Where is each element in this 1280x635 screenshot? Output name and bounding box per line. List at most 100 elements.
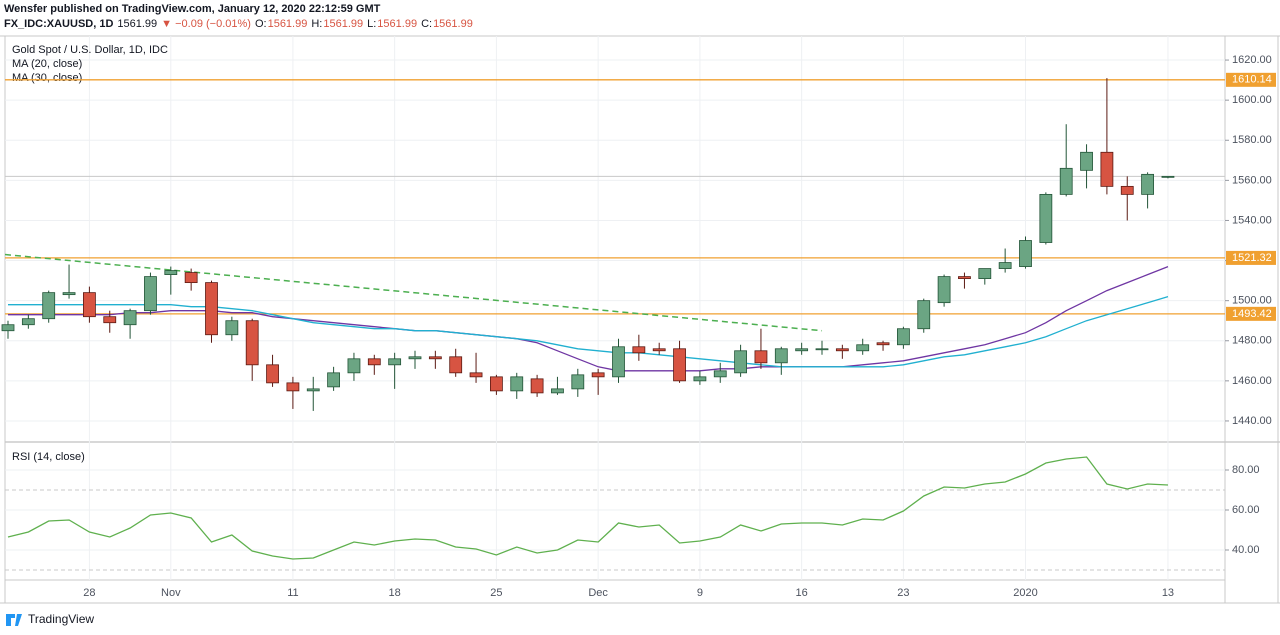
candle-body xyxy=(713,370,727,378)
y-tick-label: 1460.00 xyxy=(1232,375,1272,387)
candle-body xyxy=(103,316,117,324)
y-tick-label: 1440.00 xyxy=(1232,415,1272,427)
ohlc-value: 1561.99 xyxy=(433,18,473,30)
x-tick-label: 18 xyxy=(389,587,401,599)
level-label: 1610.14 xyxy=(1232,74,1272,86)
candle-body xyxy=(205,282,218,336)
candle-body xyxy=(754,350,768,364)
candle-body xyxy=(21,318,35,326)
candle-body xyxy=(693,376,707,382)
x-tick-label: 16 xyxy=(796,587,808,599)
x-tick-label: 23 xyxy=(897,587,909,599)
candle-body xyxy=(856,344,870,352)
x-tick-label: Nov xyxy=(161,587,181,599)
candle-body xyxy=(42,292,56,320)
candle-body xyxy=(876,342,890,346)
series-line xyxy=(7,456,1169,560)
candle-body xyxy=(489,376,503,392)
level-label-bg xyxy=(1226,306,1276,321)
candle-body xyxy=(897,328,910,346)
y-tick-label: 1560.00 xyxy=(1232,174,1272,186)
y-tick-label: 1580.00 xyxy=(1232,134,1272,146)
ohlc: O:1561.99 H:1561.99 L:1561.99 C:1561.99 xyxy=(255,18,477,30)
y-tick-label: 1620.00 xyxy=(1232,54,1272,66)
candle-body xyxy=(958,276,971,279)
candle-body xyxy=(795,348,809,352)
logo xyxy=(6,614,22,626)
candle-body xyxy=(266,364,279,384)
y-tick-label: 80.00 xyxy=(1232,464,1260,476)
grid xyxy=(5,36,1225,580)
candle-body xyxy=(469,372,483,378)
candle-body xyxy=(1120,185,1134,195)
candle-body xyxy=(225,320,239,336)
candle-body xyxy=(774,348,788,364)
candle-body xyxy=(835,348,849,352)
footer-brand: TradingView xyxy=(28,612,94,626)
candle-body xyxy=(408,356,422,360)
legend-entry: MA (20, close) xyxy=(12,58,82,70)
candle-body xyxy=(286,382,300,392)
ohlc-label: O: xyxy=(254,18,267,30)
candle-body xyxy=(62,292,76,296)
ohlc-value: 1561.99 xyxy=(377,18,418,30)
candle-body xyxy=(815,348,829,351)
candle-body xyxy=(673,348,686,382)
candle-body xyxy=(530,378,544,394)
candle-body xyxy=(998,262,1012,269)
level-label-bg xyxy=(1226,250,1276,265)
x-tick-label: 9 xyxy=(697,587,703,599)
x-tick-label: Dec xyxy=(588,587,608,599)
level-label: 1521.32 xyxy=(1232,252,1272,264)
level-label: 1493.42 xyxy=(1232,308,1272,320)
candle-body xyxy=(1039,193,1053,243)
y-tick-label: 1480.00 xyxy=(1232,335,1272,347)
ohlc-label: L: xyxy=(367,18,377,30)
x-tick-label: 13 xyxy=(1162,587,1174,599)
candle-body xyxy=(734,350,747,374)
x-tick-label: 28 xyxy=(83,587,95,599)
header: Wensfer published on TradingView.com, Ja… xyxy=(4,2,481,32)
candle-body xyxy=(123,310,137,326)
candle-body xyxy=(367,358,381,366)
ohlc-label: C: xyxy=(421,18,433,30)
ohlc-value: 1561.99 xyxy=(267,18,308,30)
symbol-line: FX_IDC:XAUUSD, 1D 1561.99 ▼ −0.09 (−0.01%)… xyxy=(4,17,481,32)
author-text: Wensfer published on TradingView.com, Ja… xyxy=(4,3,381,15)
candle-body xyxy=(327,372,341,388)
candle-body xyxy=(1059,167,1073,195)
candle-body xyxy=(83,292,96,318)
candle-body xyxy=(428,356,442,360)
candle-body xyxy=(571,374,585,390)
candle-body xyxy=(1161,175,1175,178)
change: ▼ −0.09 (−0.01%) xyxy=(161,18,251,30)
candle-body xyxy=(591,372,605,378)
last-price: 1561.99 xyxy=(117,18,158,30)
candle-body xyxy=(164,270,178,275)
candle-body xyxy=(510,376,524,392)
y-tick-label: 1500.00 xyxy=(1232,295,1272,307)
ohlc-label: H: xyxy=(311,18,323,30)
author-line: Wensfer published on TradingView.com, Ja… xyxy=(4,2,481,17)
series-line xyxy=(8,295,1169,368)
x-tick-label: 11 xyxy=(287,587,298,599)
candle-body xyxy=(144,276,157,312)
candle-body xyxy=(1080,151,1093,171)
rsi-title: RSI (14, close) xyxy=(12,451,85,463)
candle-body xyxy=(652,348,666,352)
candle-body xyxy=(1019,240,1032,267)
level-label-bg xyxy=(1226,72,1276,87)
y-tick-label: 1600.00 xyxy=(1232,94,1272,106)
chart-title: Gold Spot / U.S. Dollar, 1D, IDC xyxy=(12,44,168,56)
candle-body xyxy=(917,300,931,330)
candle-body xyxy=(612,346,625,378)
candle-body xyxy=(449,356,463,374)
ohlc-value: 1561.99 xyxy=(323,18,364,30)
candle-body xyxy=(937,276,951,304)
y-tick-label: 60.00 xyxy=(1232,504,1260,516)
candle-body xyxy=(1141,173,1154,195)
candle-body xyxy=(388,358,402,366)
candle-body xyxy=(245,320,259,366)
x-tick-label: 25 xyxy=(490,587,502,599)
